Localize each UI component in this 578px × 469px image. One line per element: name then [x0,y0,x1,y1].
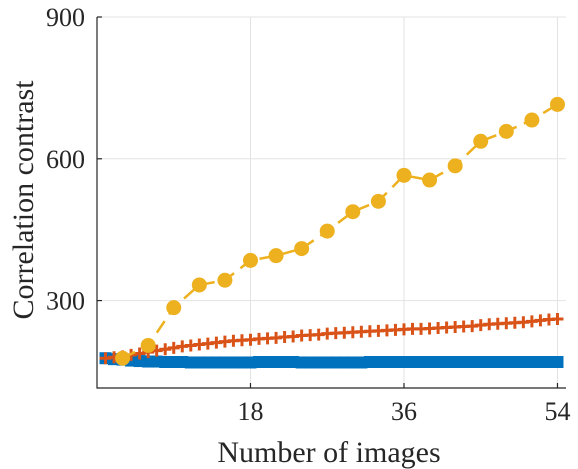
y-axis-ticks: 300 600 900 [46,3,102,316]
series-line [122,103,559,360]
data-point [498,123,514,139]
data-point [551,356,564,369]
x-axis-title: Number of images [217,436,440,469]
data-point [166,300,182,316]
data-point [268,248,284,264]
data-point [447,158,463,174]
x-tick-label: 18 [237,397,263,426]
data-point [422,172,438,188]
y-axis-title: Correlation contrast [7,80,40,320]
data-point [294,241,310,257]
data-point [115,350,131,366]
data-point [524,112,540,128]
data-point [551,312,564,325]
series-2 [99,352,564,369]
x-tick-label: 54 [544,397,570,426]
series-layer [99,96,565,369]
data-point [319,223,335,239]
data-point [370,193,386,209]
y-tick-label: 300 [46,287,85,316]
y-tick-label: 900 [46,3,85,32]
x-tick-label: 36 [391,397,417,426]
series-0 [115,96,565,366]
series-1 [99,312,564,365]
data-point [345,204,361,220]
y-tick-label: 600 [46,145,85,174]
data-point [242,252,258,268]
axes-frame [96,17,566,389]
data-point [191,277,207,293]
data-point [217,272,233,288]
data-point [140,337,156,353]
data-point [396,167,412,183]
data-point [549,96,565,112]
data-point [473,133,489,149]
x-axis-ticks: 18 36 54 [237,383,570,426]
